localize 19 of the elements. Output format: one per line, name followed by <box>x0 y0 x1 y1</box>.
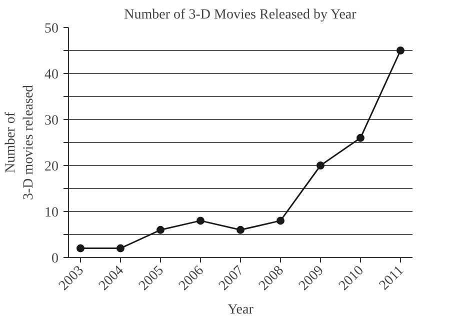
point <box>276 216 284 225</box>
point <box>356 134 364 142</box>
chart-title: Number of 3-D Movies Released by Year <box>124 8 357 22</box>
point <box>236 226 244 234</box>
point <box>316 162 324 170</box>
y-tick-label: 0 <box>52 252 58 266</box>
y-tick-label: 10 <box>44 206 58 220</box>
y-tick-label: 20 <box>44 160 58 174</box>
y-axis-title: Number of 3-D movies released <box>4 84 36 200</box>
point <box>396 46 404 54</box>
y-tick-label: 50 <box>44 22 58 36</box>
x-tick-label: 2011 <box>376 263 407 294</box>
point <box>156 226 164 234</box>
x-axis-title: Year <box>228 302 254 318</box>
point <box>76 244 84 252</box>
point <box>196 216 204 225</box>
y-tick-label: 30 <box>44 114 58 128</box>
y-tick-label: 40 <box>44 68 58 82</box>
point <box>116 244 124 252</box>
